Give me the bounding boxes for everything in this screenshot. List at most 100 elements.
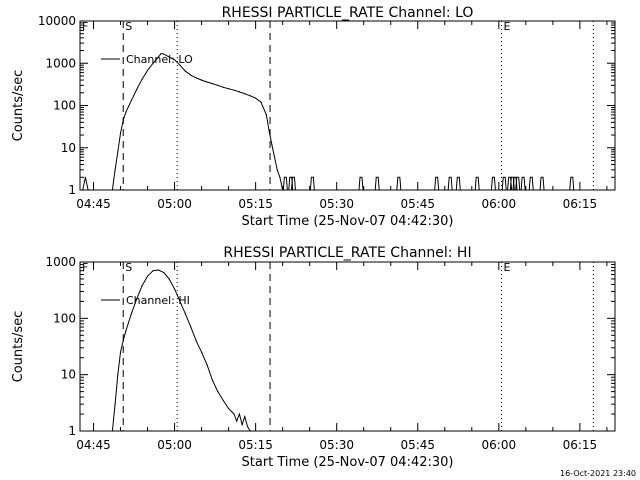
data-point bbox=[173, 288, 176, 290]
data-spike bbox=[374, 176, 380, 191]
data-point bbox=[163, 53, 165, 55]
data-point bbox=[157, 56, 159, 58]
legend-entry: Channel: HI bbox=[126, 294, 190, 307]
data-point bbox=[268, 130, 270, 132]
y-axis-label: Counts/sec bbox=[11, 70, 26, 142]
data-point bbox=[152, 62, 154, 64]
y-tick-label: 1000 bbox=[45, 56, 76, 70]
data-spike bbox=[515, 176, 521, 191]
data-point bbox=[184, 70, 186, 72]
data-spike bbox=[434, 176, 440, 191]
data-point bbox=[244, 93, 246, 95]
x-tick-label: 06:00 bbox=[482, 197, 517, 211]
x-tick-label: 05:45 bbox=[400, 197, 435, 211]
data-point bbox=[130, 313, 132, 315]
data-point bbox=[246, 425, 249, 428]
data-point bbox=[279, 176, 281, 178]
data-point bbox=[87, 189, 89, 191]
plot-frame bbox=[79, 20, 616, 191]
data-point bbox=[238, 413, 241, 415]
x-tick-label: 06:15 bbox=[563, 197, 598, 211]
data-point bbox=[125, 111, 127, 113]
data-point bbox=[184, 313, 186, 315]
time-marker-label: S bbox=[125, 20, 132, 33]
panel-lo: RHESSI PARTICLE_RATE Channel: LO 04:45 05:… bbox=[11, 5, 616, 229]
data-point bbox=[255, 97, 257, 99]
data-point bbox=[136, 88, 138, 91]
data-point bbox=[241, 423, 243, 426]
x-tick-label: 05:15 bbox=[238, 438, 273, 452]
x-tick-label: 06:00 bbox=[482, 438, 517, 452]
data-point bbox=[233, 413, 235, 415]
time-marker-label: E bbox=[504, 20, 511, 33]
data-point bbox=[111, 189, 114, 191]
x-axis-label: Start Time (25-Nov-07 04:42:30) bbox=[242, 455, 454, 470]
data-point bbox=[173, 59, 176, 61]
data-point bbox=[195, 77, 197, 79]
data-point bbox=[233, 89, 235, 91]
data-spike bbox=[282, 176, 288, 191]
x-tick-label: 06:15 bbox=[563, 438, 598, 452]
timestamp-label: 16-Oct-2021 23:40 bbox=[560, 469, 636, 478]
corner-label: F bbox=[82, 20, 88, 33]
data-point bbox=[276, 169, 278, 171]
data-spike bbox=[396, 176, 402, 191]
chart-title: RHESSI PARTICLE_RATE Channel: HI bbox=[223, 245, 471, 261]
data-point bbox=[84, 176, 87, 178]
data-point bbox=[222, 86, 224, 88]
legend-entry: Channel: LO bbox=[126, 53, 193, 66]
time-marker-label: E bbox=[504, 261, 511, 274]
data-point bbox=[190, 326, 192, 328]
data-spike bbox=[501, 176, 507, 191]
data-point bbox=[119, 132, 122, 134]
corner-label: F bbox=[82, 261, 88, 274]
data-point bbox=[114, 403, 116, 405]
data-point bbox=[236, 420, 238, 422]
data-point bbox=[228, 88, 230, 90]
data-point bbox=[125, 330, 127, 332]
plot-frame bbox=[79, 261, 616, 432]
data-spike bbox=[455, 176, 461, 191]
data-point bbox=[249, 430, 251, 432]
data-point bbox=[168, 278, 170, 280]
data-point bbox=[179, 300, 181, 302]
data-point bbox=[206, 364, 208, 366]
data-point bbox=[228, 407, 230, 410]
data-point bbox=[146, 69, 149, 71]
data-spike bbox=[447, 176, 453, 191]
data-point bbox=[190, 74, 192, 76]
data-point bbox=[200, 351, 203, 353]
data-point bbox=[211, 82, 213, 85]
data-point bbox=[217, 84, 219, 86]
data-point bbox=[265, 114, 268, 116]
data-point bbox=[119, 351, 122, 353]
data-spike bbox=[290, 176, 296, 191]
data-point bbox=[160, 52, 162, 55]
data-point bbox=[111, 430, 114, 432]
data-point bbox=[117, 374, 119, 376]
x-tick-label: 05:30 bbox=[319, 438, 354, 452]
data-point bbox=[217, 391, 219, 393]
data-spike bbox=[490, 176, 496, 191]
data-point bbox=[82, 189, 84, 191]
data-point bbox=[222, 399, 224, 401]
time-marker-label: S bbox=[125, 261, 132, 274]
data-point bbox=[117, 151, 119, 153]
data-point bbox=[122, 119, 124, 121]
data-point bbox=[273, 156, 276, 158]
x-tick-label: 05:45 bbox=[400, 438, 435, 452]
x-tick-label: 05:30 bbox=[319, 197, 354, 211]
y-axis-label: Counts/sec bbox=[11, 311, 26, 383]
data-spike bbox=[569, 176, 575, 191]
data-point bbox=[146, 275, 149, 277]
y-tick-label: 100 bbox=[53, 311, 76, 325]
y-tick-label: 100 bbox=[53, 99, 76, 113]
data-line bbox=[111, 269, 251, 432]
data-point bbox=[249, 95, 251, 97]
x-tick-label: 05:15 bbox=[238, 197, 273, 211]
x-tick-label: 05:00 bbox=[157, 197, 192, 211]
data-line bbox=[82, 52, 284, 191]
data-spike bbox=[520, 176, 526, 191]
data-point bbox=[260, 101, 262, 103]
